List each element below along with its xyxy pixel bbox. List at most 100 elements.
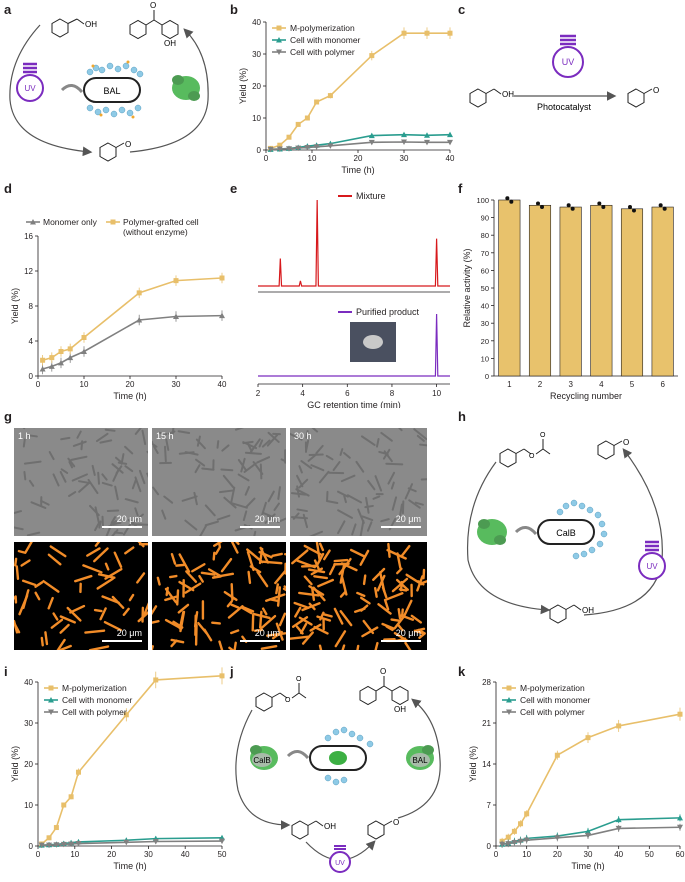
cell-fluorescent (249, 565, 262, 574)
cell-shape (194, 464, 201, 474)
cell-fluorescent (290, 635, 310, 640)
cell-shape (26, 531, 41, 536)
cell-fluorescent (185, 570, 198, 583)
cell-shape (296, 485, 300, 498)
cell-shape (204, 504, 216, 517)
cell-fluorescent (111, 595, 125, 609)
enzyme-bubble (252, 753, 272, 767)
legend-marker (276, 25, 282, 31)
cell-shape (91, 464, 96, 476)
cell-fluorescent (103, 620, 122, 632)
cell-fluorescent (397, 607, 402, 620)
cell-fluorescent (303, 544, 322, 556)
panel-label-f: f (458, 181, 463, 196)
x-axis-label: Time (h) (113, 391, 146, 401)
cell-fluorescent (59, 623, 70, 634)
scale-bar-label: 20 μm (254, 628, 280, 638)
cell-shape (94, 522, 100, 532)
data-point (499, 841, 506, 848)
cell-shape (390, 481, 395, 490)
cell-shape (259, 463, 263, 480)
legend-label: Cell with polymer (520, 707, 585, 717)
scheme-a: OH O OH O UV (9, 1, 209, 162)
cell-fluorescent (294, 606, 302, 618)
cell-fluorescent (34, 591, 41, 601)
cell-shape (222, 474, 235, 489)
cell-fluorescent (233, 641, 237, 650)
cell-fluorescent (322, 613, 333, 618)
cell-fluorescent (231, 542, 239, 554)
benzaldehyde-molecule: O (627, 86, 659, 108)
cell-fluorescent (15, 565, 20, 580)
cell-fluorescent (259, 614, 277, 630)
cell-shape (216, 514, 231, 521)
cell-fluorescent (97, 573, 116, 579)
legend-label: Cell with monomer (520, 695, 591, 705)
cell-fluorescent (184, 582, 202, 594)
cell-fluorescent (418, 632, 426, 639)
cell-shape (359, 519, 365, 536)
cell-shape (273, 502, 280, 511)
cell-fluorescent (21, 579, 37, 587)
cell-fluorescent (307, 568, 326, 574)
cell-fluorescent (246, 548, 264, 564)
panel-label-j: j (230, 664, 234, 679)
y-axis-label: Yield (%) (238, 68, 248, 104)
cell-fluorescent (253, 628, 264, 632)
cell-shape (404, 483, 414, 500)
legend-marker (276, 37, 282, 43)
micrograph-fluorescence-15h: 20 μm (152, 542, 286, 650)
panel-label-a: a (4, 2, 12, 17)
cell-shape (216, 440, 220, 449)
cell-shape (199, 525, 207, 536)
x-tick-label: 3 (568, 380, 573, 389)
y-tick-label: 0 (485, 372, 489, 381)
cell-fluorescent (339, 590, 347, 598)
cell-fluorescent (178, 553, 191, 573)
data-point (136, 317, 143, 323)
cell-shape (111, 463, 124, 474)
chart-d: 0 10 20 30 40 0 4 8 12 16 Time (h) Yield (%) Monomer… (10, 217, 227, 401)
data-point (401, 139, 407, 145)
cell-shape (413, 428, 427, 441)
cell-fluorescent (49, 545, 67, 558)
cell-fluorescent (88, 645, 110, 650)
cell-shape (398, 503, 403, 520)
cell-fluorescent (213, 542, 223, 547)
cell-shape (76, 430, 82, 439)
cell-shape (89, 504, 100, 517)
cell-shape (267, 431, 280, 443)
data-point (286, 134, 292, 140)
legend-marker (48, 685, 54, 691)
cell-shape (67, 457, 76, 468)
svg-text:O: O (125, 140, 131, 149)
chart-e: Mixture Purified product 2 4 6 8 10 GC retentio… (256, 191, 450, 408)
cell-shape (308, 453, 324, 457)
cell-fluorescent (303, 575, 313, 586)
cell-fluorescent (298, 591, 320, 597)
cell-fluorescent (301, 602, 321, 612)
cell-shape (308, 530, 323, 536)
x-axis-label: GC retention time (min) (307, 400, 401, 408)
cell-fluorescent (165, 586, 169, 597)
cell-shape (158, 431, 168, 436)
cell-shape (419, 443, 427, 447)
chart-i: 0 10 20 30 40 50 0 10 20 30 40 Time (h) Yield (%) M-p… (10, 667, 227, 871)
cell-shape (355, 460, 365, 473)
y-tick-label: 4 (29, 337, 34, 346)
y-axis-label: Yield (%) (10, 746, 20, 782)
data-point (554, 835, 561, 841)
cell-fluorescent (230, 629, 240, 635)
x-tick-label: 2 (256, 389, 261, 398)
cell-fluorescent (282, 587, 286, 592)
x-tick-label: 50 (645, 850, 654, 859)
replicate-dot (509, 199, 514, 204)
x-tick-label: 40 (181, 850, 190, 859)
data-point (58, 359, 64, 366)
x-tick-label: 0 (36, 850, 41, 859)
scale-bar (102, 640, 142, 642)
panel-label-h: h (458, 409, 466, 424)
x-tick-label: 60 (676, 850, 685, 859)
micrograph-fluorescence-30h: 20 μm (290, 542, 427, 650)
scale-bar (381, 526, 421, 528)
